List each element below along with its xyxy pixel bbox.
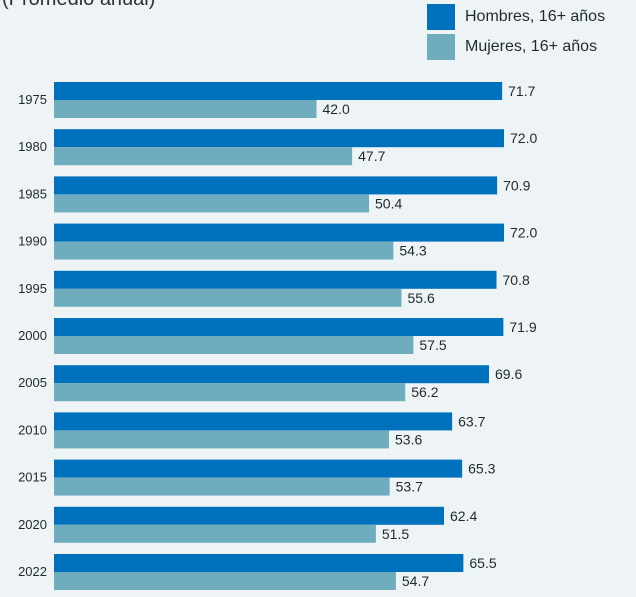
- bar-hombres-1985: [54, 176, 498, 195]
- bar-hombres-1995: [54, 270, 497, 289]
- value-label-mujeres-2022: 54.7: [402, 573, 429, 589]
- value-label-hombres-1975: 71.7: [508, 83, 535, 99]
- category-label-2020: 2020: [18, 517, 47, 532]
- legend-item-hombres: Hombres, 16+ años: [427, 3, 605, 31]
- bar-mujeres-1980: [54, 147, 353, 166]
- value-label-mujeres-1990: 54.3: [399, 243, 426, 259]
- bar-mujeres-2010: [54, 430, 389, 449]
- value-label-hombres-1995: 70.8: [503, 272, 530, 288]
- category-label-2000: 2000: [18, 328, 47, 343]
- legend-swatch-hombres: [427, 4, 455, 30]
- category-label-2010: 2010: [18, 422, 47, 437]
- value-label-hombres-1980: 72.0: [510, 130, 537, 146]
- legend-label-hombres: Hombres, 16+ años: [465, 8, 606, 25]
- value-label-mujeres-1980: 47.7: [358, 148, 385, 164]
- value-label-hombres-2020: 62.4: [450, 508, 477, 524]
- value-label-hombres-2010: 63.7: [458, 413, 485, 429]
- value-label-mujeres-1985: 50.4: [375, 195, 402, 211]
- value-label-hombres-2000: 71.9: [509, 319, 536, 335]
- value-label-hombres-2005: 69.6: [495, 366, 522, 382]
- category-label-2022: 2022: [18, 564, 47, 579]
- value-label-mujeres-1975: 42.0: [323, 101, 350, 117]
- bar-hombres-2010: [54, 412, 453, 431]
- category-label-1985: 1985: [18, 186, 47, 201]
- value-label-mujeres-2015: 53.7: [396, 479, 423, 495]
- category-label-1975: 1975: [18, 92, 47, 107]
- value-label-hombres-1985: 70.9: [503, 177, 530, 193]
- value-label-mujeres-2005: 56.2: [411, 384, 438, 400]
- bar-hombres-2015: [54, 459, 463, 478]
- category-label-2005: 2005: [18, 375, 47, 390]
- bar-hombres-2000: [54, 318, 504, 336]
- bar-mujeres-1985: [54, 194, 369, 213]
- legend-label-mujeres: Mujeres, 16+ años: [465, 38, 598, 55]
- bar-mujeres-1995: [54, 288, 402, 307]
- value-label-mujeres-1995: 55.6: [408, 290, 435, 306]
- bar-hombres-2022: [54, 554, 464, 572]
- category-label-2015: 2015: [18, 470, 47, 485]
- value-label-hombres-1990: 72.0: [510, 225, 537, 241]
- bar-hombres-1980: [54, 129, 504, 148]
- value-label-hombres-2022: 65.5: [469, 555, 496, 571]
- legend-swatch-mujeres: [427, 34, 455, 60]
- bar-mujeres-1990: [54, 241, 394, 260]
- category-label-1980: 1980: [18, 139, 47, 154]
- bar-hombres-1975: [54, 82, 503, 100]
- bar-mujeres-2005: [54, 383, 406, 402]
- category-label-1990: 1990: [18, 234, 47, 249]
- bar-hombres-2005: [54, 365, 489, 384]
- bar-mujeres-2015: [54, 477, 390, 496]
- legend-item-mujeres: Mujeres, 16+ años: [427, 33, 605, 61]
- bar-mujeres-1975: [54, 100, 317, 118]
- chart-subtitle: (Promedio anual): [2, 0, 155, 11]
- bar-hombres-2020: [54, 506, 444, 525]
- bar-mujeres-2000: [54, 336, 414, 354]
- value-label-hombres-2015: 65.3: [468, 461, 495, 477]
- value-label-mujeres-2020: 51.5: [382, 526, 409, 542]
- bar-hombres-1990: [54, 223, 504, 242]
- value-label-mujeres-2000: 57.5: [419, 337, 446, 353]
- value-label-mujeres-2010: 53.6: [395, 431, 422, 447]
- chart-legend: Hombres, 16+ años Mujeres, 16+ años: [427, 3, 605, 63]
- bar-mujeres-2022: [54, 572, 396, 590]
- bar-mujeres-2020: [54, 524, 376, 543]
- category-label-1995: 1995: [18, 281, 47, 296]
